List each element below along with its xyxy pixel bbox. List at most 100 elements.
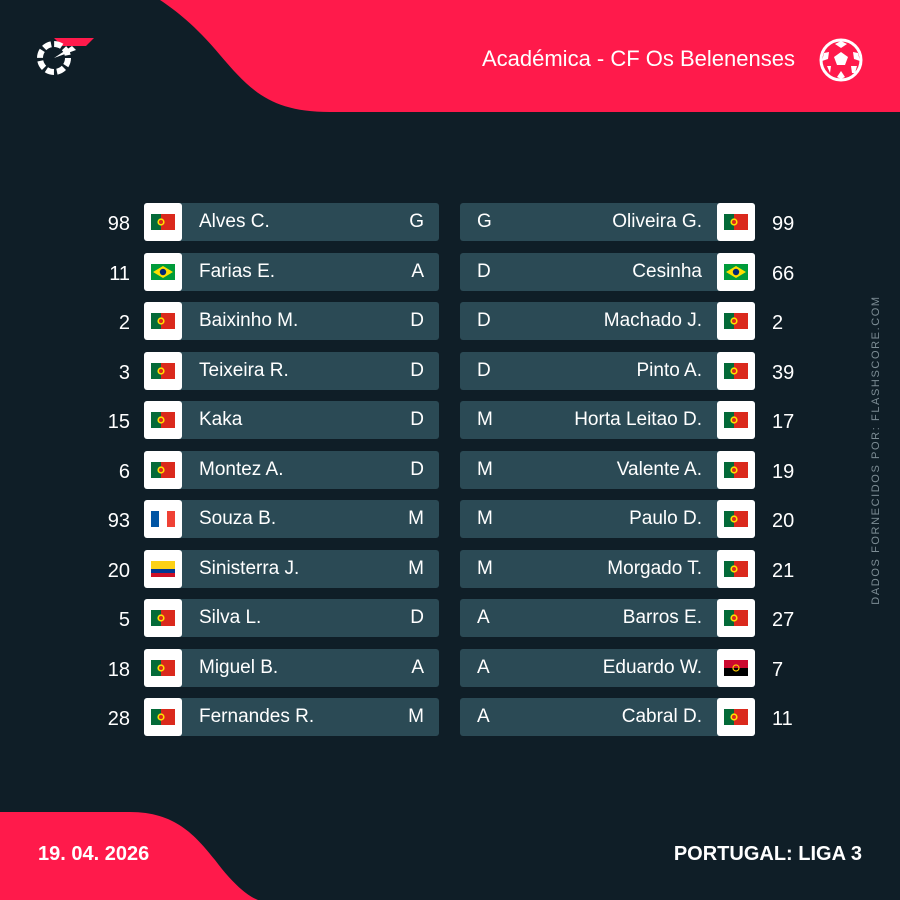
away-player-row[interactable]: M Valente A. [460, 450, 755, 489]
home-player-number: 3 [118, 361, 130, 384]
football-icon [819, 38, 863, 82]
away-player-row[interactable]: D Cesinha [460, 252, 755, 291]
away-player-number: 7 [772, 658, 784, 681]
home-player-number: 93 [107, 510, 130, 532]
away-player-name: Horta Leitao D. [574, 409, 702, 430]
home-player-row[interactable]: Souza B. M [144, 500, 439, 538]
away-player-row[interactable]: A Eduardo W. [460, 648, 755, 687]
home-player-name: Silva L. [199, 607, 262, 628]
home-player-row[interactable]: Alves C. G [144, 203, 439, 241]
home-player-number: 98 [107, 213, 130, 235]
home-player-number: 11 [109, 262, 130, 285]
home-player-name: Sinisterra J. [199, 557, 300, 579]
away-player-position: M [477, 409, 493, 430]
away-player-row[interactable]: M Horta Leitao D. [460, 401, 755, 439]
home-player-row[interactable]: Baixinho M. D [144, 302, 439, 340]
home-player-row[interactable]: Kaka D [144, 401, 439, 439]
home-player-position: A [411, 656, 424, 678]
away-player-name: Morgado T. [607, 557, 702, 579]
away-player-name: Valente A. [616, 458, 702, 480]
home-player-position: G [409, 211, 424, 232]
away-player-number: 27 [772, 609, 795, 631]
home-player-name: Farias E. [199, 260, 276, 282]
away-player-position: D [477, 260, 491, 282]
away-player-flag-icon [717, 450, 755, 489]
home-player-flag-icon [144, 401, 182, 439]
lineup-row: 5 Silva L. D A Barros E. 27 [0, 599, 900, 641]
home-player-position: D [410, 359, 424, 381]
away-player-row[interactable]: D Machado J. [460, 302, 755, 340]
away-player-name: Machado J. [603, 310, 702, 331]
home-player-position: D [410, 310, 424, 331]
away-player-number: 66 [772, 262, 795, 285]
away-player-number: 11 [772, 708, 793, 730]
home-player-name: Souza B. [199, 508, 277, 529]
away-player-flag-icon [717, 698, 755, 736]
away-player-name: Cabral D. [621, 706, 702, 727]
away-player-name: Cesinha [632, 260, 702, 282]
home-player-position: M [408, 706, 424, 727]
home-player-name: Baixinho M. [199, 310, 299, 331]
home-player-name: Kaka [199, 409, 243, 430]
lineup-row: 28 Fernandes R. M A Cabral D. 11 [0, 698, 900, 740]
lineup-row: 98 Alves C. G G Oliveira G. 99 [0, 203, 900, 245]
away-player-row[interactable]: D Pinto A. [460, 351, 755, 390]
home-player-number: 20 [107, 559, 130, 582]
away-player-position: M [477, 508, 493, 529]
home-player-flag-icon [144, 450, 182, 489]
away-player-row[interactable]: A Cabral D. [460, 698, 755, 736]
home-player-name: Fernandes R. [199, 706, 315, 727]
away-player-row[interactable]: A Barros E. [460, 599, 755, 637]
away-player-number: 2 [772, 312, 784, 334]
away-player-number: 17 [772, 411, 795, 433]
home-player-row[interactable]: Fernandes R. M [144, 698, 439, 736]
away-player-name: Barros E. [622, 607, 702, 628]
away-player-position: D [477, 310, 491, 331]
away-player-row[interactable]: G Oliveira G. [460, 203, 755, 241]
away-player-name: Pinto A. [636, 359, 703, 381]
away-player-name: Oliveira G. [612, 211, 702, 232]
home-player-flag-icon [144, 648, 182, 687]
home-player-position: A [411, 260, 424, 282]
away-player-row[interactable]: M Paulo D. [460, 500, 755, 538]
away-player-flag-icon [717, 648, 755, 687]
home-player-flag-icon [144, 500, 182, 538]
home-player-number: 18 [107, 658, 130, 681]
lineup-row: 2 Baixinho M. D D Machado J. 2 [0, 302, 900, 344]
away-player-position: A [477, 607, 490, 628]
lineup-row: 6 Montez A. D M Valente A. 19 [0, 450, 900, 493]
home-player-flag-icon [144, 302, 182, 340]
away-player-number: 20 [772, 510, 795, 532]
match-title: Académica - CF Os Belenenses [481, 46, 795, 71]
away-player-row[interactable]: M Morgado T. [460, 549, 755, 588]
lineup-row: 20 Sinisterra J. M M Morgado T. 21 [0, 549, 900, 592]
data-provider-note: DADOS FORNECIDOS POR: FLASHSCORE.COM [870, 295, 882, 605]
away-player-position: A [477, 706, 490, 727]
home-player-name: Teixeira R. [199, 359, 289, 381]
home-player-row[interactable]: Silva L. D [144, 599, 439, 637]
away-player-flag-icon [717, 203, 755, 241]
home-player-row[interactable]: Farias E. A [144, 252, 439, 291]
away-player-flag-icon [717, 599, 755, 637]
away-player-number: 21 [772, 559, 795, 582]
home-player-position: M [408, 508, 424, 529]
home-player-position: D [410, 409, 424, 430]
away-player-name: Paulo D. [629, 508, 702, 529]
home-player-flag-icon [144, 698, 182, 736]
home-player-flag-icon [144, 252, 182, 291]
home-player-row[interactable]: Sinisterra J. M [144, 549, 439, 588]
home-player-number: 2 [118, 312, 130, 334]
away-player-position: A [477, 656, 490, 678]
home-player-row[interactable]: Teixeira R. D [144, 351, 439, 390]
lineup-row: 93 Souza B. M M Paulo D. 20 [0, 500, 900, 542]
lineup-row: 11 Farias E. A D Cesinha 66 [0, 252, 900, 295]
away-player-flag-icon [717, 252, 755, 291]
home-player-row[interactable]: Montez A. D [144, 450, 439, 489]
away-player-number: 39 [772, 361, 795, 384]
away-player-flag-icon [717, 302, 755, 340]
flashscore-logo-icon [37, 38, 94, 75]
home-player-number: 6 [118, 460, 130, 483]
home-player-row[interactable]: Miguel B. A [144, 648, 439, 687]
home-player-flag-icon [144, 599, 182, 637]
